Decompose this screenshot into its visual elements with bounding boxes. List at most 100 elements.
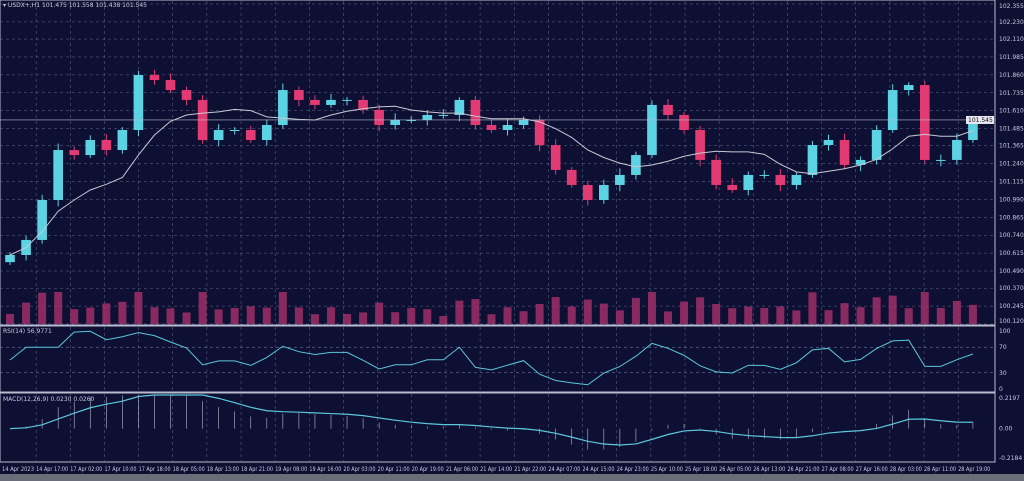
volume-bar [198,292,207,324]
time-tick-label: 26 Apr 13:00 [753,466,785,473]
volume-bar [647,292,656,324]
price-tick-label: 101.115 [999,179,1024,186]
volume-bar [904,308,913,324]
candle-body [518,119,529,125]
candle-body [791,174,802,185]
time-tick-label: 24 Apr 23:00 [617,466,649,473]
candle-body [470,99,481,125]
candle-body [952,140,962,160]
volume-bar [22,302,31,324]
price-tick-label: 100.490 [999,268,1024,275]
price-tick-label: 100.615 [999,250,1024,257]
price-tick-label: 100.865 [999,214,1024,221]
price-tick-label: 100.990 [999,196,1024,203]
candle-body [133,75,144,130]
price-tick-label: 100.245 [999,303,1024,310]
candle-body [647,104,657,156]
price-tick-label: 100.370 [999,285,1024,292]
time-tick-label: 14 Apr 17:00 [36,466,68,473]
candle-body [342,99,352,101]
rsi-panel-frame [0,325,996,393]
symbol-header: ▾ USDX+,H1 101.475 101.558 101.438 101.5… [3,2,147,9]
volume-bar [343,314,352,324]
volume-bar [182,312,191,324]
macd-header: MACD(12,26,9) 0.0230 0.0260 [3,396,95,403]
candle-body [871,129,882,160]
time-tick-label: 20 Apr 19:00 [412,466,444,473]
candle-body [582,184,593,201]
volume-bar [503,307,512,324]
volume-bar [326,307,336,324]
time-tick-label: 21 Apr 22:00 [514,466,546,473]
volume-bar [230,308,239,324]
candle-body [69,150,80,156]
time-tick-label: 17 Apr 02:00 [70,466,102,473]
macd-tick-label: 0.00 [999,426,1013,433]
volume-bar [663,311,673,324]
candle-body [695,129,705,160]
candle-body [663,104,673,115]
macd-tick-label: 0.2197 [999,395,1020,402]
volume-bar [375,302,384,324]
volume-bar [872,297,881,324]
time-tick-label: 20 Apr 11:00 [378,466,410,473]
volume-bar [439,316,448,324]
time-tick-label: 25 Apr 10:00 [651,466,683,473]
volume-bar [487,314,496,324]
volume-bar [696,297,705,324]
time-tick-label: 17 Apr 18:00 [139,466,171,473]
volume-bar [310,314,319,324]
candle-body [181,90,192,100]
volume-bar [535,304,544,324]
volume-bar [760,308,769,324]
time-tick-label: 28 Apr 11:00 [924,466,956,473]
volume-bar [680,301,689,324]
candle-body [534,119,545,146]
candle-body [968,119,978,141]
candle-body [422,114,433,120]
rsi-line [9,330,974,386]
volume-bar [38,292,47,324]
price-tick-label: 101.610 [999,108,1024,115]
volume-bar [631,297,640,324]
candle-body [358,99,368,110]
current-price-label: 101.545 [968,117,993,124]
price-tick-label: 102.355 [999,3,1024,10]
candle-body [887,90,898,130]
candle-body [406,119,417,121]
volume-bar [583,299,592,324]
price-tick-label: 101.365 [999,143,1024,150]
time-tick-label: 19 Apr 16:00 [309,466,341,473]
time-tick-label: 19 Apr 08:00 [275,466,307,473]
time-tick-label: 24 Apr 15:00 [583,466,615,473]
volume-bar [150,307,159,324]
candle-body [438,114,449,116]
candle-body [165,80,176,91]
candle-body [149,75,160,81]
candle-body [294,90,304,100]
candle-body [278,90,288,125]
price-tick-label: 101.985 [999,54,1024,61]
rsi-tick-label: 100 [999,328,1011,335]
candle-body [599,184,609,201]
candle-body [855,159,866,165]
time-tick-label: 27 Apr 16:00 [856,466,888,473]
candle-body [711,159,721,185]
candle-body [5,254,15,263]
candle-body [775,174,786,185]
candle-body [117,129,128,151]
volume-bar [840,303,849,324]
price-tick-label: 100.740 [999,232,1024,239]
volume-bar [519,311,528,324]
price-tick-label: 102.230 [999,19,1024,26]
volume-bar [246,306,255,324]
volume-bar [888,295,897,324]
price-tick-label: 101.240 [999,161,1024,168]
volume-bar [824,310,833,324]
candle-body [245,129,256,141]
volume-bar [166,308,175,324]
rsi-tick-label: 0 [999,386,1003,393]
volume-bar [920,292,929,324]
volume-bar [471,299,480,324]
